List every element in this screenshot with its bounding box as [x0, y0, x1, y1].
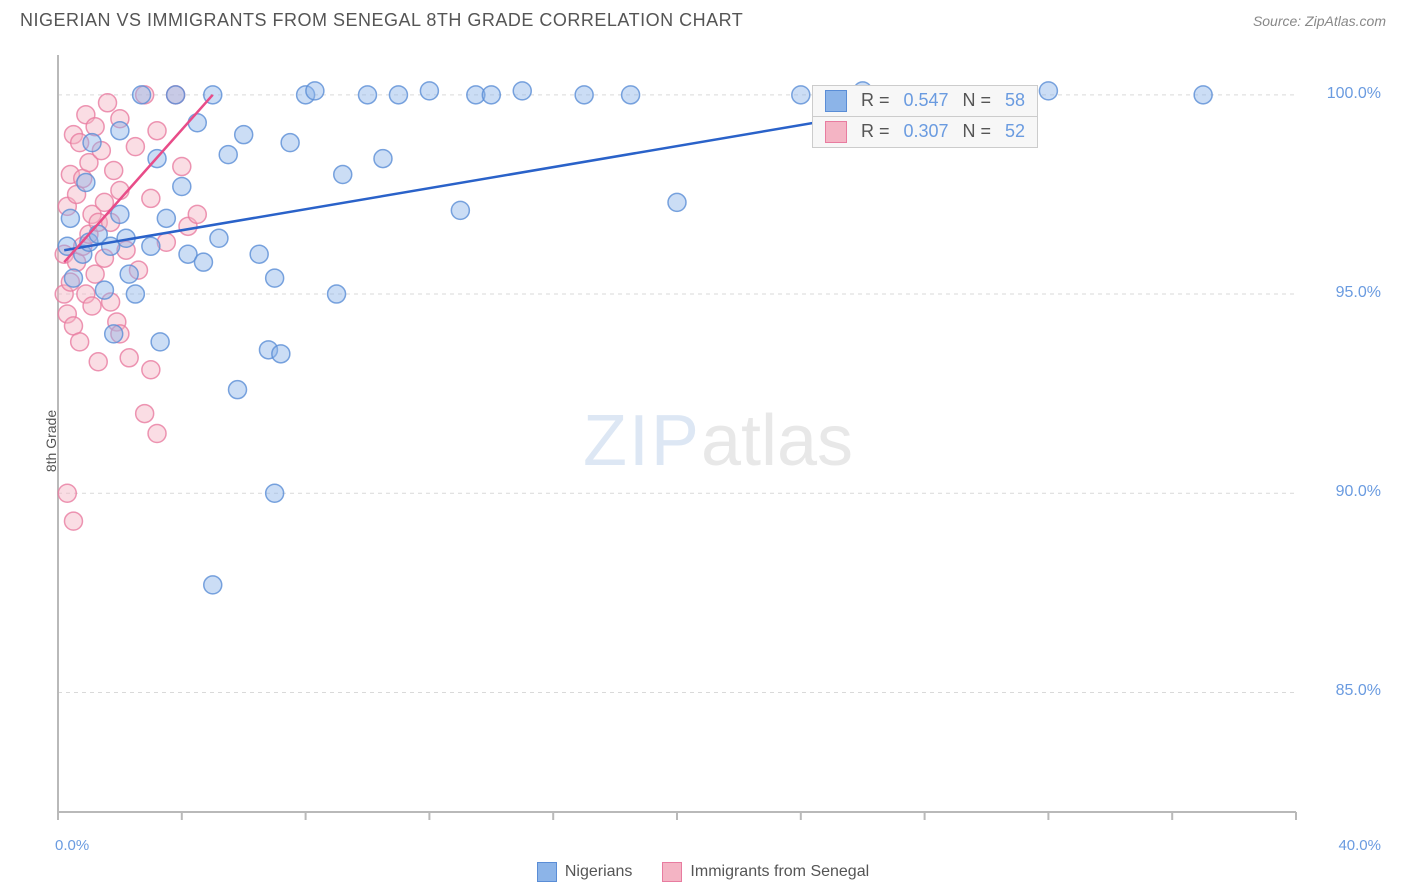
stat-row-senegal: R = 0.307 N = 52	[813, 116, 1037, 147]
stat-row-nigerians: R = 0.547 N = 58	[813, 86, 1037, 116]
legend-swatch-senegal-icon	[662, 862, 682, 882]
plot-area: 8th Grade ZIPatlas R = 0.547 N = 58 R = …	[50, 50, 1386, 832]
stat-N-nigerians: 58	[1005, 90, 1025, 111]
correlation-stats-box: R = 0.547 N = 58 R = 0.307 N = 52	[812, 85, 1038, 148]
legend: Nigerians Immigrants from Senegal	[0, 862, 1406, 882]
x-axis-start-label: 0.0%	[55, 837, 89, 854]
y-tick-label: 85.0%	[1336, 682, 1381, 700]
legend-swatch-nigerians-icon	[537, 862, 557, 882]
swatch-senegal-icon	[825, 121, 847, 143]
chart-title: NIGERIAN VS IMMIGRANTS FROM SENEGAL 8TH …	[20, 10, 743, 31]
y-axis-label: 8th Grade	[43, 410, 59, 472]
legend-item-senegal[interactable]: Immigrants from Senegal	[662, 862, 869, 882]
legend-label-nigerians: Nigerians	[565, 863, 633, 881]
x-axis-end-label: 40.0%	[1338, 837, 1381, 854]
stat-R-nigerians: 0.547	[903, 90, 948, 111]
y-tick-label: 95.0%	[1336, 284, 1381, 302]
stat-R-label: R =	[861, 90, 890, 111]
stat-R-senegal: 0.307	[903, 121, 948, 142]
stat-N-label: N =	[963, 90, 992, 111]
scatter-chart	[50, 50, 1386, 832]
chart-source: Source: ZipAtlas.com	[1253, 13, 1386, 29]
y-tick-label: 90.0%	[1336, 483, 1381, 501]
swatch-nigerians-icon	[825, 90, 847, 112]
legend-item-nigerians[interactable]: Nigerians	[537, 862, 633, 882]
stat-N-label: N =	[963, 121, 992, 142]
stat-N-senegal: 52	[1005, 121, 1025, 142]
legend-label-senegal: Immigrants from Senegal	[690, 863, 869, 881]
y-tick-label: 100.0%	[1327, 85, 1381, 103]
stat-R-label: R =	[861, 121, 890, 142]
